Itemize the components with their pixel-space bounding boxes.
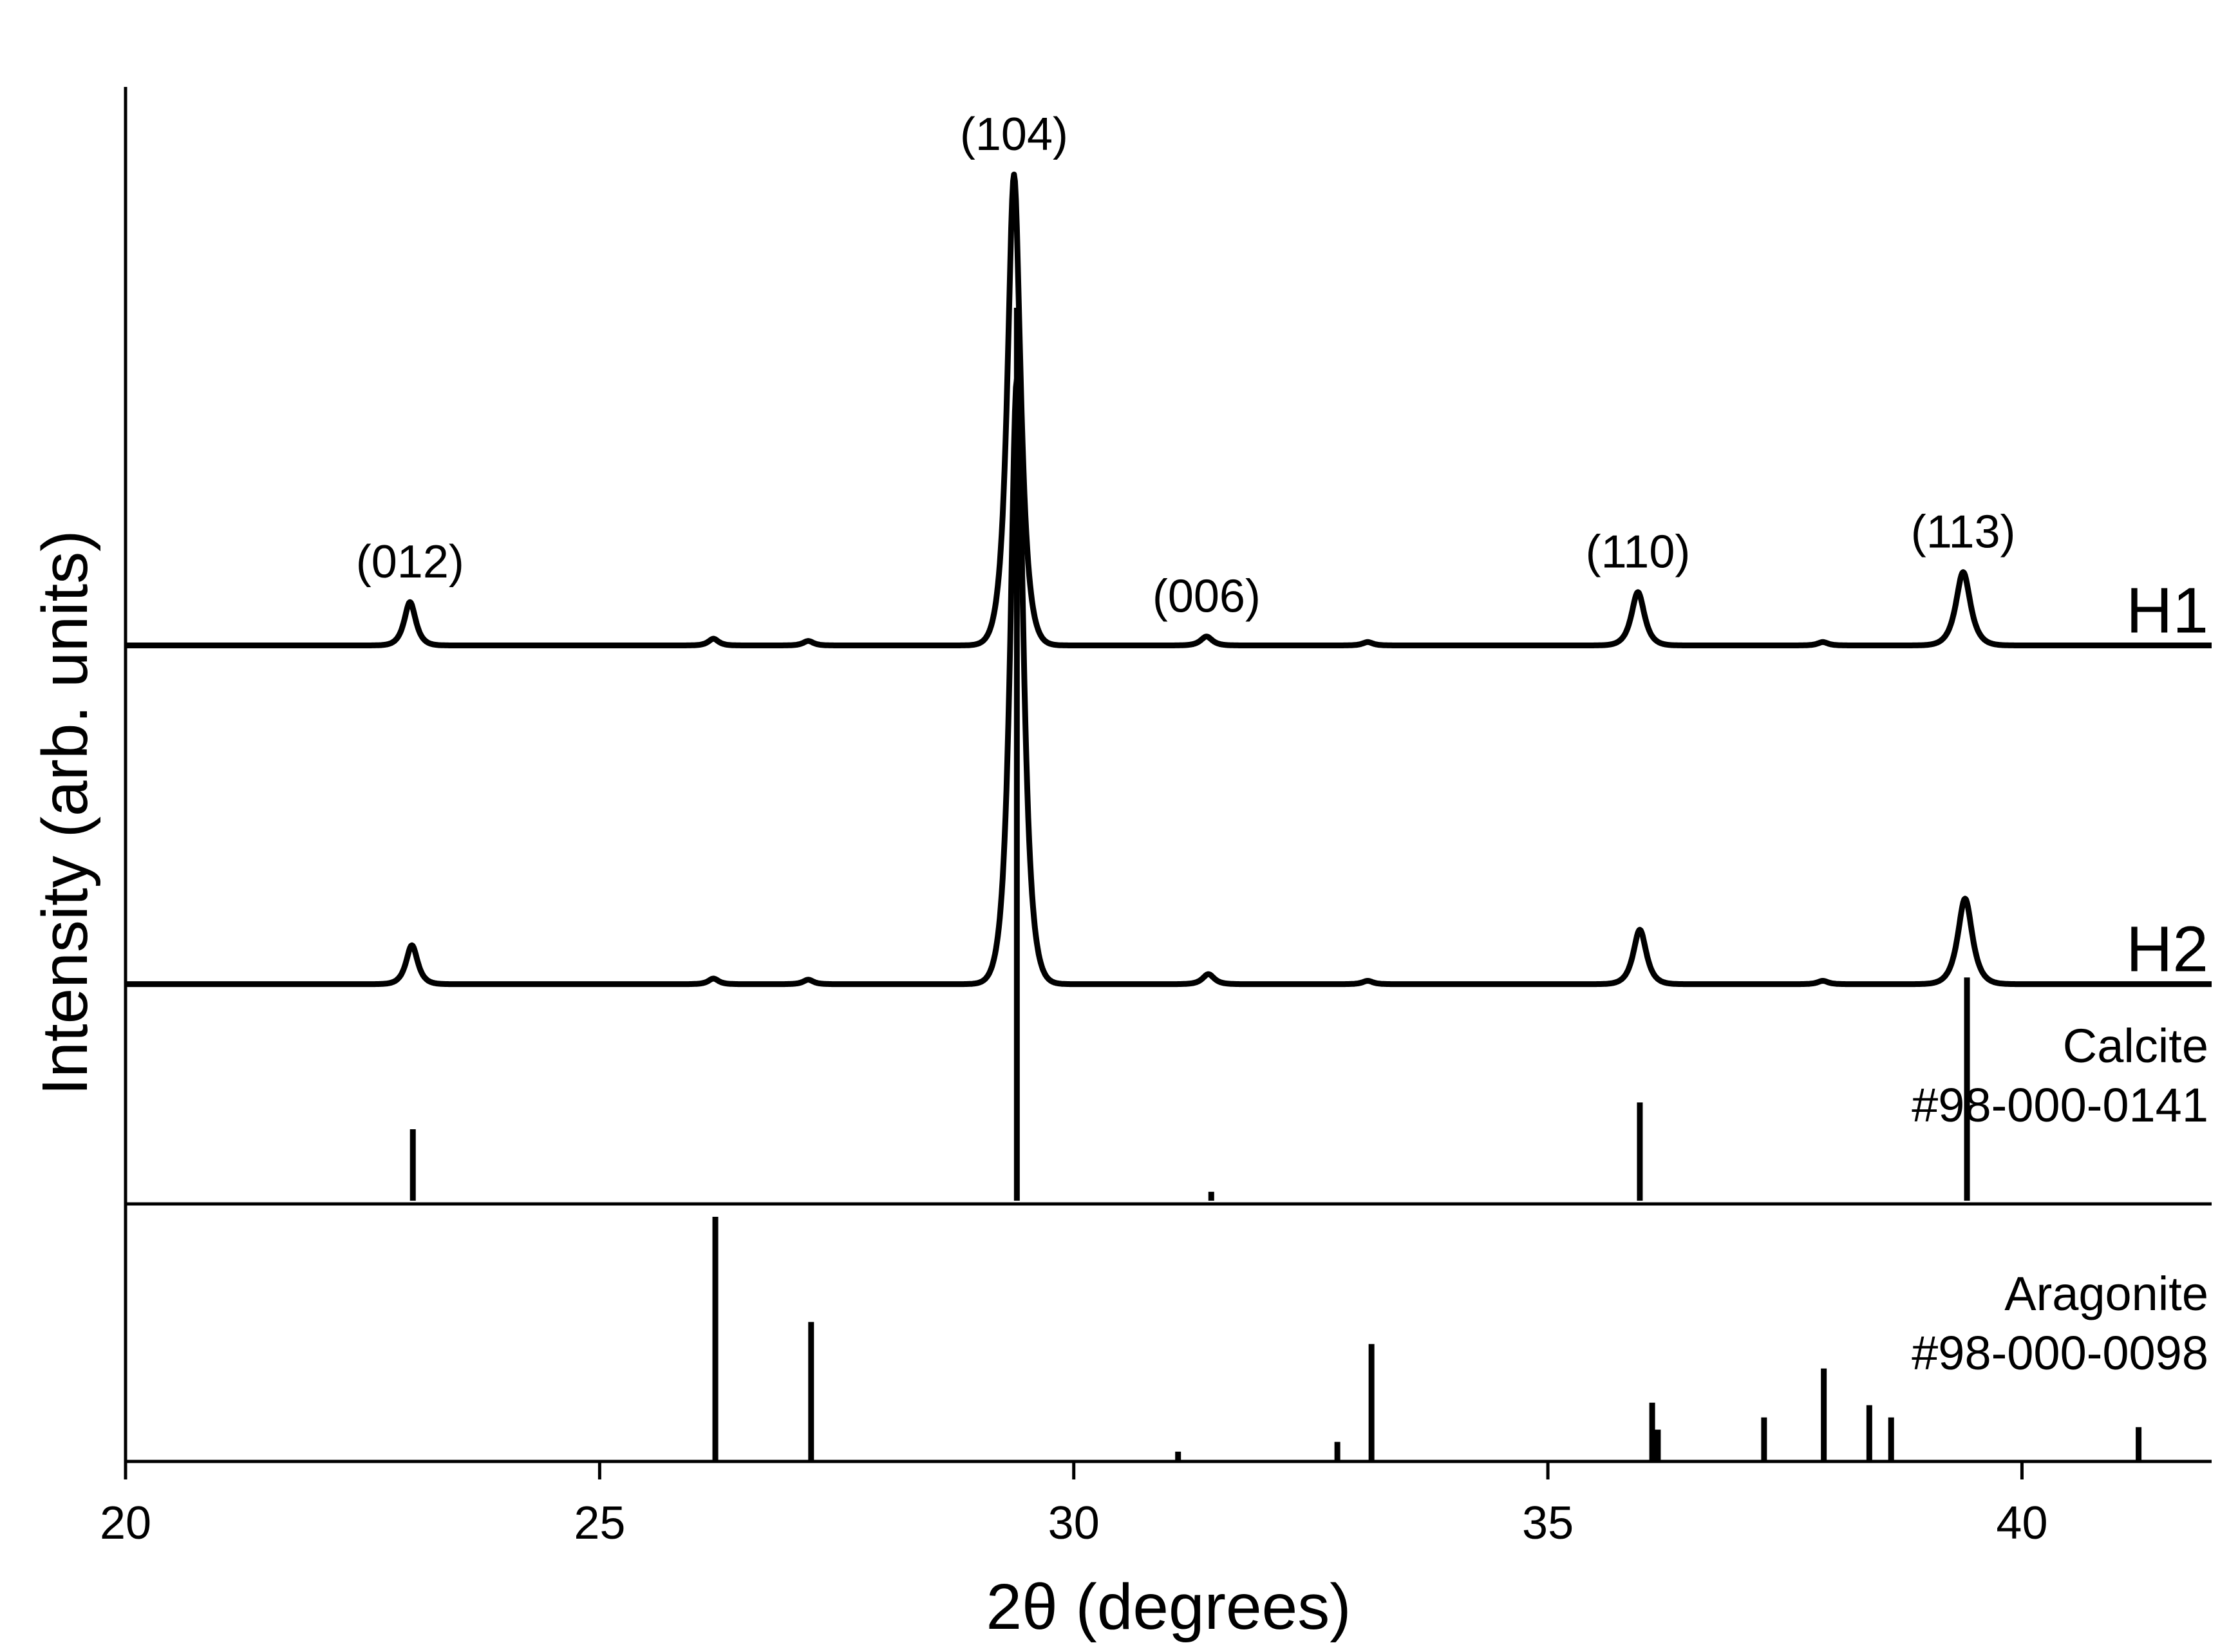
x-tick-label: 20 xyxy=(100,1497,151,1549)
calcite-name: Calcite xyxy=(2063,1019,2208,1073)
series-h2-label: H2 xyxy=(2126,914,2208,986)
x-axis-label: 2θ (degrees) xyxy=(986,1571,1351,1643)
peak-label-012: (012) xyxy=(356,536,464,588)
series-h1-line xyxy=(124,171,2214,648)
labels: 2θ (degrees) Intensity (arb. units) xyxy=(29,530,1351,1643)
reference-layer: Calcite#98-000-0141 Aragonite #98-000-0098 xyxy=(409,308,2208,1461)
y-axis-label: Intensity (arb. units) xyxy=(29,530,101,1095)
aragonite-name: Aragonite xyxy=(2004,1267,2208,1320)
x-ticks: 20 25 30 35 40 xyxy=(100,1461,2048,1549)
calcite-code: #98-000-0141 xyxy=(1912,1078,2208,1132)
x-tick-label: 25 xyxy=(574,1497,625,1549)
series-h1-label: H1 xyxy=(2126,575,2208,647)
x-tick-label: 35 xyxy=(1522,1497,1574,1549)
aragonite-code: #98-000-0098 xyxy=(1912,1326,2208,1380)
series-layer: H1 H2 (012) (104) (006) (110) (113) xyxy=(124,109,2214,988)
peak-label-113: (113) xyxy=(1911,507,2016,558)
peak-label-110: (110) xyxy=(1586,527,1691,578)
x-tick-label: 40 xyxy=(1996,1497,2047,1549)
peak-label-006: (006) xyxy=(1152,571,1261,623)
peak-label-104: (104) xyxy=(960,109,1068,160)
series-h2-line xyxy=(124,376,2214,988)
x-tick-label: 30 xyxy=(1048,1497,1100,1549)
axes-frame xyxy=(124,87,2212,1463)
